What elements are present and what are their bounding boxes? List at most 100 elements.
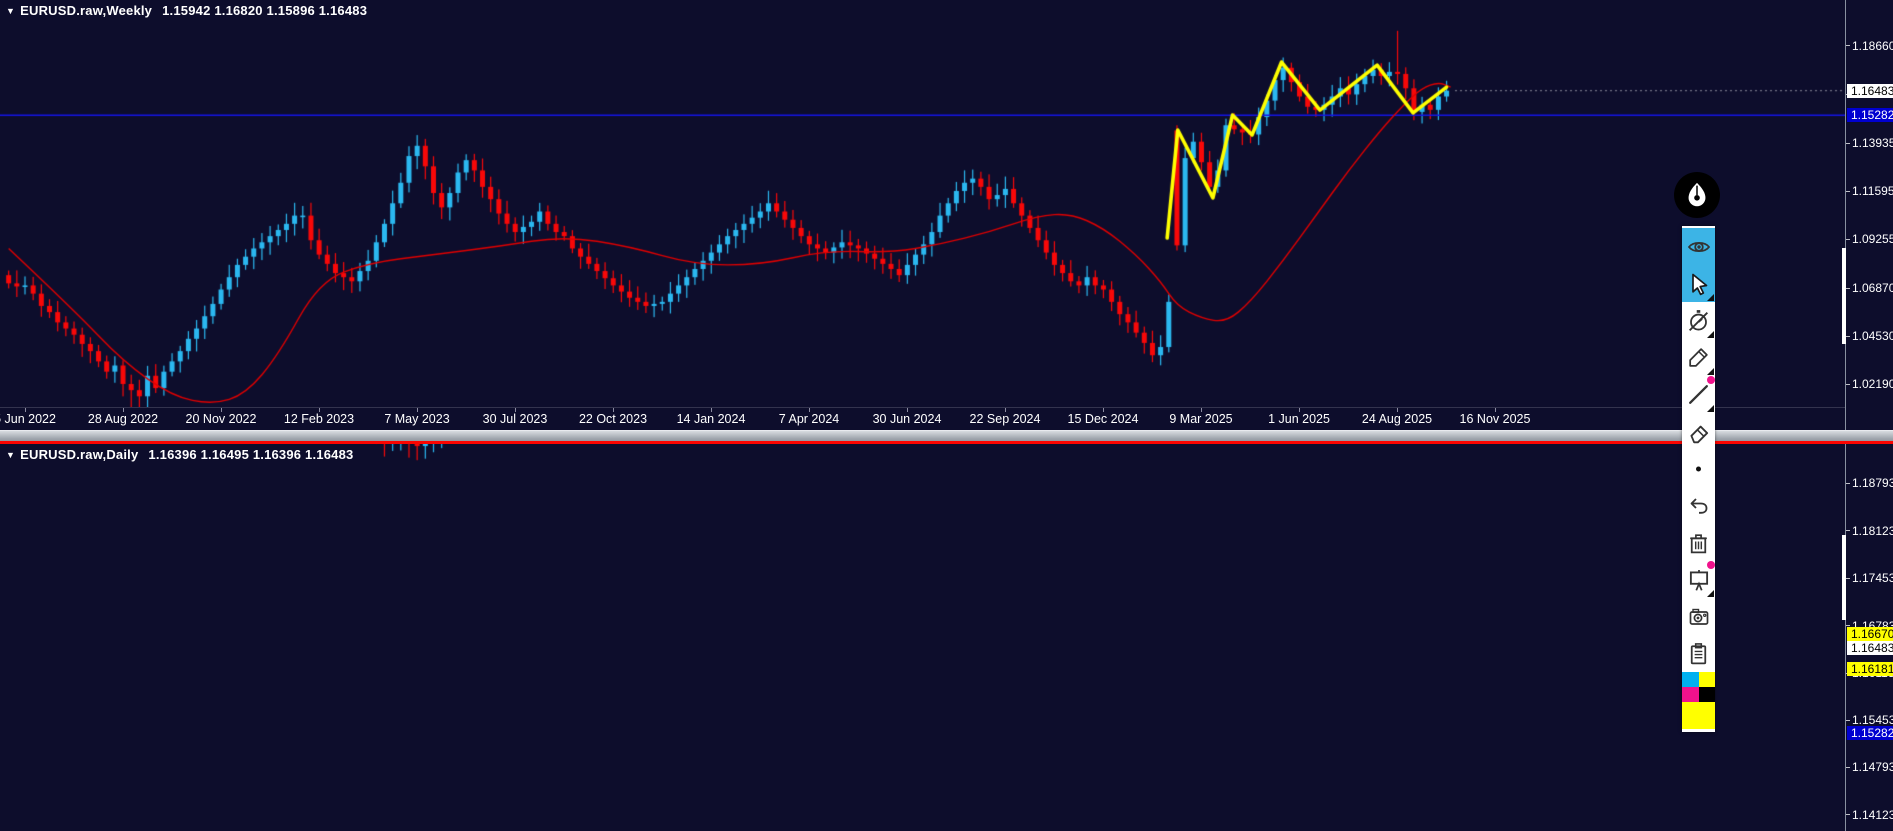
price-level-label: 1.16483 bbox=[1847, 640, 1893, 655]
price-axis-tick bbox=[1846, 482, 1850, 484]
collapse-triangle-icon[interactable]: ▼ bbox=[6, 6, 16, 16]
hide-show-ink-button[interactable] bbox=[1682, 228, 1715, 265]
size-indicator[interactable] bbox=[1682, 450, 1715, 487]
time-axis-label: 7 May 2023 bbox=[384, 412, 450, 426]
color-swatch[interactable] bbox=[1682, 672, 1699, 687]
price-level-label: 1.15282 bbox=[1847, 725, 1893, 740]
time-axis-tick bbox=[25, 408, 26, 412]
price-axis-tick bbox=[1846, 335, 1850, 337]
timer-off-button[interactable] bbox=[1682, 302, 1715, 339]
time-axis-tick bbox=[319, 408, 320, 412]
time-axis-label: 24 Aug 2025 bbox=[1361, 412, 1433, 426]
time-axis-tick bbox=[1299, 408, 1300, 412]
current-color-swatch[interactable] bbox=[1682, 702, 1715, 729]
clipboard-button[interactable] bbox=[1682, 635, 1715, 672]
collapse-triangle-icon[interactable]: ▼ bbox=[6, 450, 16, 460]
panel-splitter[interactable] bbox=[0, 430, 1893, 444]
time-axis-tick bbox=[907, 408, 908, 412]
price-axis-tick bbox=[1846, 719, 1850, 721]
trash-icon bbox=[1690, 533, 1707, 553]
price-axis-tick bbox=[1846, 190, 1850, 192]
time-axis-label: 5 Jun 2022 bbox=[0, 412, 56, 426]
price-axis-tick bbox=[1846, 45, 1850, 47]
price-axis-tick-label: 1.15453 bbox=[1852, 713, 1893, 728]
time-axis-label: 16 Nov 2025 bbox=[1459, 412, 1531, 426]
whiteboard-button[interactable] bbox=[1682, 561, 1715, 598]
time-axis-tick bbox=[711, 408, 712, 412]
price-axis-tick bbox=[1846, 625, 1850, 627]
time-axis-tick bbox=[809, 408, 810, 412]
time-axis[interactable]: 5 Jun 2022 28 Aug 2022 20 Nov 2022 12 Feb 2… bbox=[0, 408, 1845, 431]
undo-button[interactable] bbox=[1682, 487, 1715, 524]
camera-icon bbox=[1689, 608, 1708, 625]
clipboard-icon bbox=[1690, 643, 1707, 665]
dot-icon bbox=[1696, 466, 1701, 471]
axis-scale-indicator bbox=[1842, 248, 1846, 344]
time-axis-label: 30 Jul 2023 bbox=[482, 412, 548, 426]
color-palette bbox=[1682, 672, 1715, 702]
price-axis-tick bbox=[1846, 142, 1850, 144]
time-axis-label: 15 Dec 2024 bbox=[1067, 412, 1139, 426]
pen-tool-launcher-button[interactable] bbox=[1674, 172, 1720, 218]
cursor-select-button[interactable] bbox=[1682, 265, 1715, 302]
weekly-chart-title: ▼ EURUSD.raw,Weekly 1.15942 1.16820 1.1589… bbox=[6, 3, 367, 18]
price-axis-tick-label: 1.17453 bbox=[1852, 571, 1893, 586]
price-axis-tick-label: 1.18793 bbox=[1852, 476, 1893, 490]
screenshot-button[interactable] bbox=[1682, 598, 1715, 635]
easel-icon bbox=[1689, 569, 1708, 591]
price-level-label: 1.16483 bbox=[1847, 83, 1893, 98]
color-swatch[interactable] bbox=[1698, 672, 1715, 687]
time-axis-label: 7 Apr 2024 bbox=[778, 412, 840, 426]
splitter-accent-line bbox=[0, 441, 1893, 444]
eraser-tool-button[interactable] bbox=[1682, 413, 1715, 450]
time-axis-tick bbox=[515, 408, 516, 412]
price-axis-tick bbox=[1846, 238, 1850, 240]
price-axis-tick-label: 1.13935 bbox=[1852, 136, 1893, 151]
price-axis-tick-label: 1.11595 bbox=[1852, 184, 1893, 199]
color-swatch[interactable] bbox=[1682, 687, 1699, 702]
time-axis-line bbox=[0, 407, 1845, 408]
clear-all-button[interactable] bbox=[1682, 524, 1715, 561]
price-axis-tick bbox=[1846, 814, 1850, 816]
flyout-corner-icon bbox=[1707, 590, 1714, 597]
time-axis-label: 14 Jan 2024 bbox=[676, 412, 746, 426]
line-tool-button[interactable] bbox=[1682, 376, 1715, 413]
cursor-icon bbox=[1691, 273, 1707, 295]
color-swatch[interactable] bbox=[1698, 687, 1715, 702]
axis-scale-indicator bbox=[1842, 535, 1846, 620]
price-axis-tick-label: 1.18123 bbox=[1852, 523, 1893, 538]
weekly-chart-canvas[interactable] bbox=[0, 0, 1845, 408]
time-axis-tick bbox=[1495, 408, 1496, 412]
time-axis-label: 30 Jun 2024 bbox=[872, 412, 942, 426]
color-dot-indicator bbox=[1707, 376, 1715, 384]
pencil-icon bbox=[1689, 348, 1708, 367]
price-axis-tick-label: 1.06870 bbox=[1852, 281, 1893, 296]
price-axis-tick bbox=[1846, 766, 1850, 768]
flyout-corner-icon bbox=[1707, 405, 1714, 412]
price-level-label: 1.15282 bbox=[1847, 108, 1893, 123]
price-axis-tick-label: 1.04530 bbox=[1852, 329, 1893, 344]
time-axis-label: 28 Aug 2022 bbox=[87, 412, 159, 426]
daily-chart-canvas[interactable] bbox=[0, 443, 1845, 831]
price-axis-tick bbox=[1846, 577, 1850, 579]
price-axis-tick-label: 1.18660 bbox=[1852, 38, 1893, 53]
ohlc-readout: 1.15942 1.16820 1.15896 1.16483 bbox=[162, 3, 368, 18]
eraser-icon bbox=[1689, 425, 1708, 443]
time-axis-tick bbox=[221, 408, 222, 412]
time-axis-tick bbox=[1201, 408, 1202, 412]
flyout-corner-icon bbox=[1707, 368, 1714, 375]
daily-chart-title: ▼ EURUSD.raw,Daily 1.16396 1.16495 1.16396… bbox=[6, 447, 353, 462]
line-icon bbox=[1689, 385, 1708, 404]
price-axis-tick-label: 1.14793 bbox=[1852, 760, 1893, 775]
pen-tool-button[interactable] bbox=[1682, 339, 1715, 376]
annotation-toolbar bbox=[1682, 226, 1715, 732]
undo-icon bbox=[1690, 497, 1707, 514]
time-axis-label: 9 Mar 2025 bbox=[1169, 412, 1233, 426]
flyout-corner-icon bbox=[1707, 331, 1714, 338]
price-axis[interactable]: 1.186601.163201.139351.115951.092551.068… bbox=[1842, 0, 1893, 831]
time-axis-tick bbox=[417, 408, 418, 412]
symbol-period-label: EURUSD.raw,Weekly bbox=[20, 3, 153, 18]
time-axis-label: 22 Sep 2024 bbox=[969, 412, 1041, 426]
price-axis-tick bbox=[1846, 383, 1850, 385]
